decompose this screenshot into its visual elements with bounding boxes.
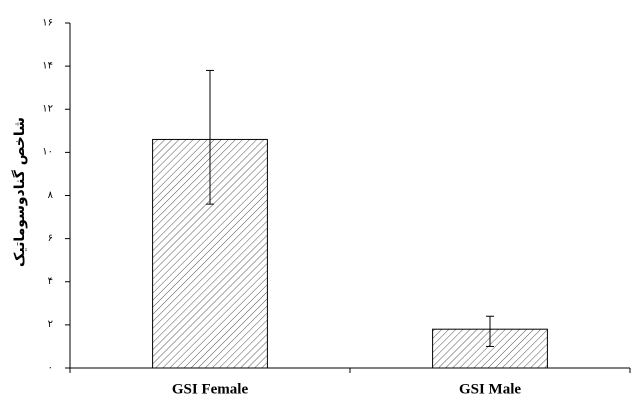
x-category-label: GSI Male [459,381,521,397]
y-tick-label: ۲ [48,319,53,330]
y-tick-label: ۴ [48,276,53,287]
y-tick-label: ۸ [48,190,54,201]
y-tick-label: ۱۲ [42,104,53,115]
y-axis-title: شاخص گنادوسوماتیک [11,117,28,267]
y-tick-label: ۱۴ [42,60,53,71]
y-tick-label: ۶ [48,233,53,244]
x-category-label: GSI Female [172,381,249,397]
plot-area: ۰ ۲ ۴ ۶ ۸ ۱۰ ۱۲ ۱۴ ۱۶ GSI Female GSI Male [42,17,631,397]
y-tick-label: ۰ [48,362,53,373]
y-tick-label: ۱۰ [42,147,53,158]
y-tick-label: ۱۶ [42,17,53,28]
